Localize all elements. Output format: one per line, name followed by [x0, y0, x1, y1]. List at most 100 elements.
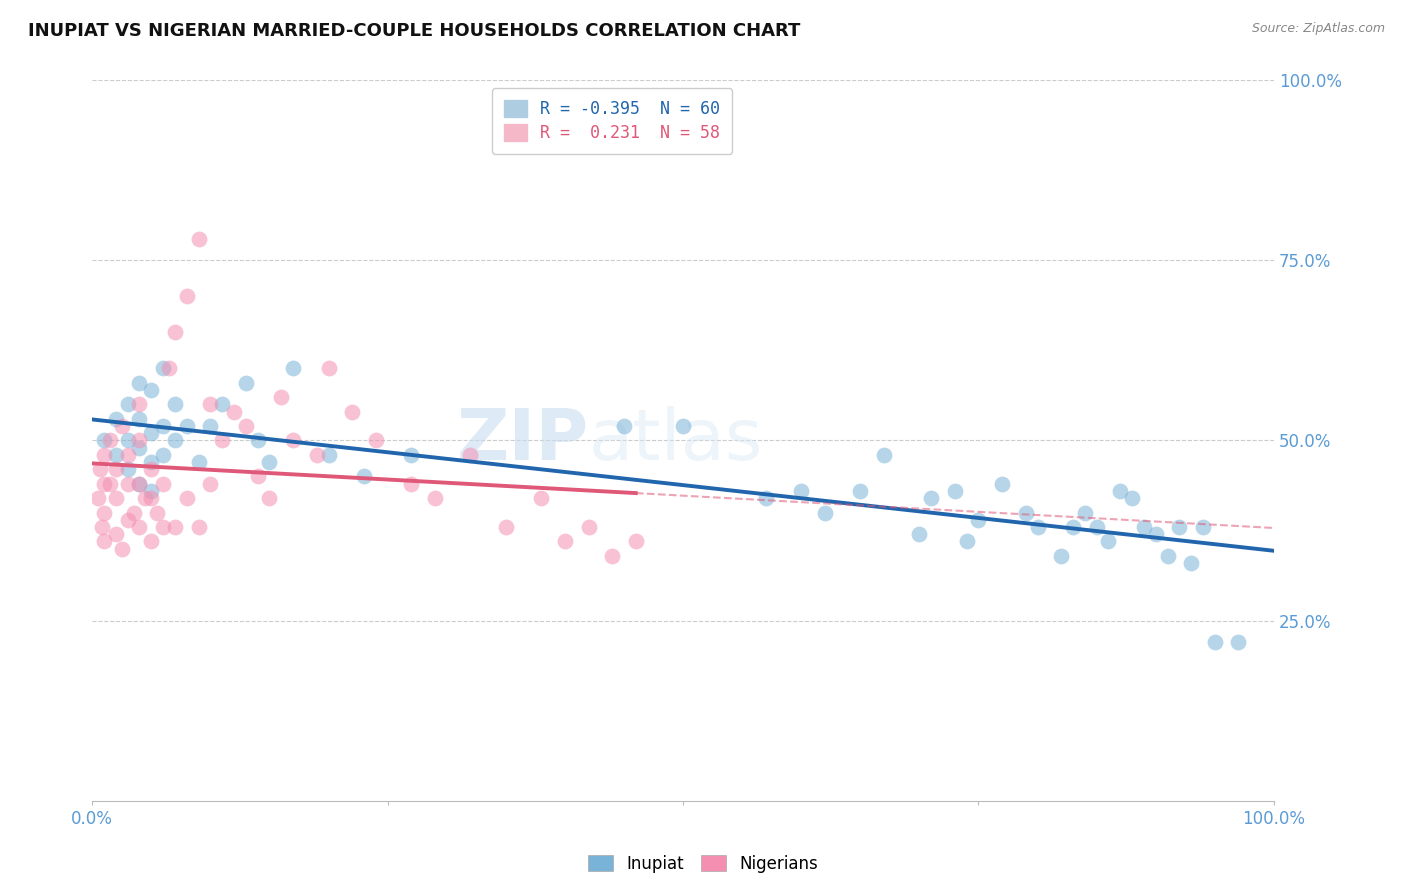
Point — [281, 434, 304, 448]
Point — [1227, 635, 1250, 649]
Point — [163, 397, 186, 411]
Point — [134, 491, 156, 505]
Point — [1133, 520, 1156, 534]
Point — [104, 491, 127, 505]
Point — [141, 534, 163, 549]
Point — [246, 469, 269, 483]
Point — [554, 534, 576, 549]
Point — [128, 397, 150, 411]
Point — [93, 476, 115, 491]
Text: INUPIAT VS NIGERIAN MARRIED-COUPLE HOUSEHOLDS CORRELATION CHART: INUPIAT VS NIGERIAN MARRIED-COUPLE HOUSE… — [28, 22, 800, 40]
Point — [423, 491, 446, 505]
Point — [117, 434, 139, 448]
Point — [849, 483, 872, 498]
Text: Source: ZipAtlas.com: Source: ZipAtlas.com — [1251, 22, 1385, 36]
Point — [117, 397, 139, 411]
Point — [141, 426, 163, 441]
Point — [1180, 556, 1202, 570]
Point — [222, 404, 245, 418]
Point — [790, 483, 813, 498]
Point — [141, 383, 163, 397]
Point — [259, 455, 281, 469]
Point — [353, 469, 375, 483]
Point — [117, 462, 139, 476]
Point — [967, 513, 990, 527]
Point — [956, 534, 979, 549]
Point — [318, 361, 340, 376]
Legend: R = -0.395  N = 60, R =  0.231  N = 58: R = -0.395 N = 60, R = 0.231 N = 58 — [492, 88, 733, 153]
Point — [281, 361, 304, 376]
Point — [200, 476, 222, 491]
Point — [98, 434, 121, 448]
Point — [141, 462, 163, 476]
Point — [340, 404, 363, 418]
Point — [128, 376, 150, 390]
Point — [176, 419, 198, 434]
Point — [1192, 520, 1215, 534]
Point — [624, 534, 647, 549]
Point — [141, 483, 163, 498]
Point — [117, 476, 139, 491]
Point — [141, 455, 163, 469]
Point — [89, 462, 111, 476]
Point — [104, 462, 127, 476]
Point — [152, 520, 174, 534]
Point — [141, 491, 163, 505]
Point — [1015, 506, 1038, 520]
Point — [128, 476, 150, 491]
Point — [1026, 520, 1049, 534]
Point — [104, 527, 127, 541]
Point — [152, 361, 174, 376]
Point — [1121, 491, 1143, 505]
Point — [93, 434, 115, 448]
Point — [235, 376, 257, 390]
Point — [495, 520, 517, 534]
Point — [93, 506, 115, 520]
Point — [873, 448, 896, 462]
Point — [755, 491, 778, 505]
Point — [814, 506, 837, 520]
Text: ZIP: ZIP — [457, 406, 589, 475]
Point — [104, 412, 127, 426]
Point — [259, 491, 281, 505]
Point — [128, 441, 150, 455]
Point — [146, 506, 169, 520]
Point — [163, 326, 186, 340]
Point — [90, 520, 112, 534]
Point — [122, 506, 145, 520]
Point — [1156, 549, 1178, 563]
Point — [211, 397, 233, 411]
Point — [246, 434, 269, 448]
Text: atlas: atlas — [589, 406, 763, 475]
Point — [908, 527, 931, 541]
Point — [1050, 549, 1073, 563]
Point — [270, 390, 292, 404]
Point — [87, 491, 110, 505]
Point — [93, 534, 115, 549]
Point — [200, 397, 222, 411]
Legend: Inupiat, Nigerians: Inupiat, Nigerians — [582, 848, 824, 880]
Point — [187, 231, 209, 245]
Point — [163, 520, 186, 534]
Point — [98, 476, 121, 491]
Point — [305, 448, 328, 462]
Point — [104, 448, 127, 462]
Point — [176, 289, 198, 303]
Point — [128, 520, 150, 534]
Point — [1109, 483, 1132, 498]
Point — [672, 419, 695, 434]
Point — [530, 491, 553, 505]
Point — [152, 448, 174, 462]
Point — [613, 419, 636, 434]
Point — [920, 491, 942, 505]
Point — [111, 541, 134, 556]
Point — [163, 434, 186, 448]
Point — [128, 476, 150, 491]
Point — [157, 361, 180, 376]
Point — [117, 448, 139, 462]
Point — [943, 483, 966, 498]
Point — [128, 412, 150, 426]
Point — [187, 520, 209, 534]
Point — [1168, 520, 1191, 534]
Point — [93, 448, 115, 462]
